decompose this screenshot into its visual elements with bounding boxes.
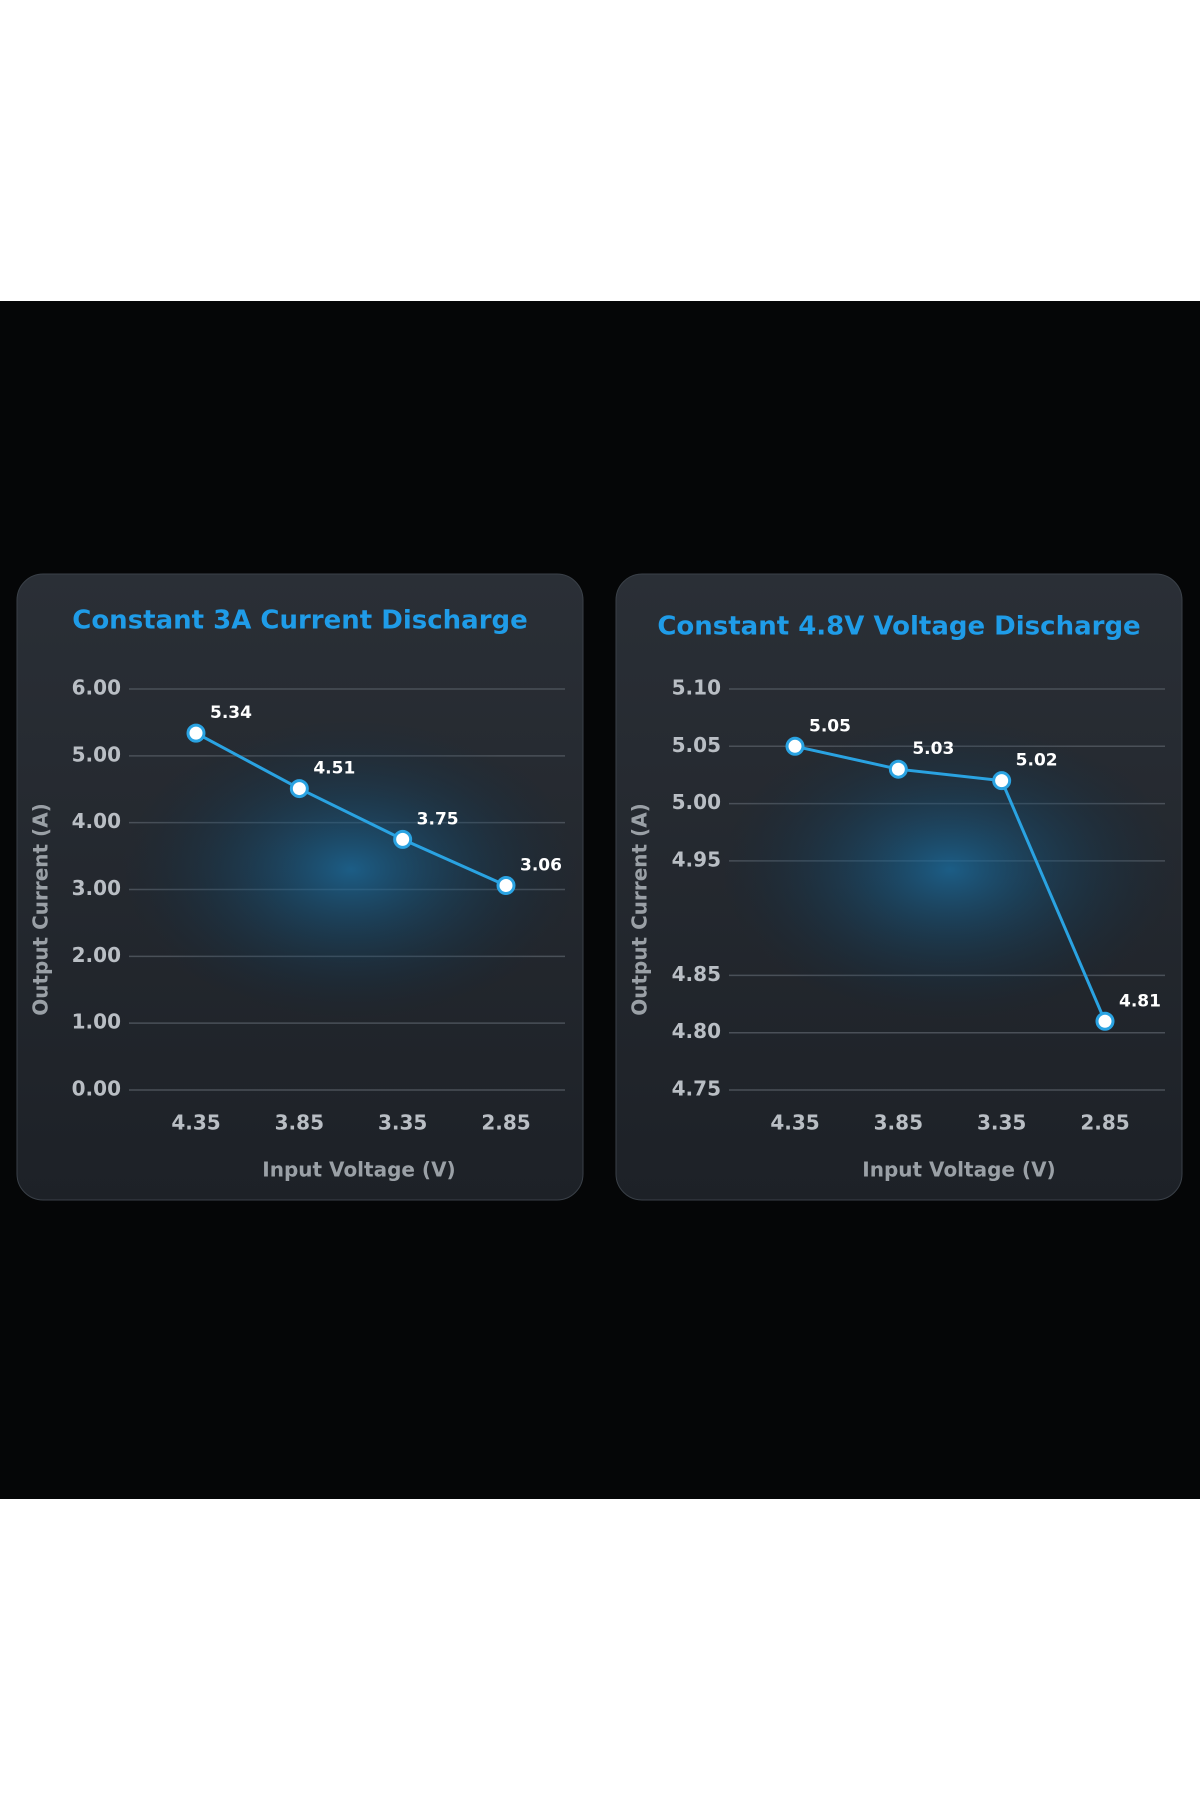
x-tick-label: 3.85 [874,1111,923,1135]
x-tick-label: 2.85 [1080,1111,1129,1135]
line [794,744,1107,1022]
value-label: 5.05 [809,716,851,736]
y-axis-label: Output Current (A) [29,803,53,1016]
point [496,875,516,895]
value-label: 5.02 [1016,751,1058,771]
value-label: 5.34 [210,703,252,723]
value-label: 4.81 [1119,991,1161,1011]
point [992,771,1012,791]
y-tick-label: 5.10 [672,676,721,700]
value-label: 4.51 [313,759,355,779]
y-tick-label: 5.00 [72,742,121,766]
value-label: 3.75 [417,809,459,829]
value-label: 3.06 [520,855,562,875]
x-tick-label: 4.35 [171,1111,220,1135]
chart-title: Constant 4.8V Voltage Discharge [657,612,1140,642]
glow [121,719,581,1020]
x-axis-label: Input Voltage (V) [262,1158,455,1182]
point [186,723,206,743]
x-tick-label: 4.35 [770,1111,819,1135]
point [785,736,805,756]
line [195,731,507,887]
y-tick-label: 1.00 [72,1010,121,1034]
glow [720,719,1180,1020]
y-tick-label: 6.00 [72,676,121,700]
x-tick-label: 3.35 [977,1111,1026,1135]
y-tick-label: 5.05 [672,733,721,757]
y-tick-label: 0.00 [72,1077,121,1101]
y-tick-label: 2.00 [72,943,121,967]
y-tick-label: 4.80 [672,1019,721,1043]
y-axis-label: Output Current (A) [628,803,652,1016]
chart-title: Constant 3A Current Discharge [72,606,528,636]
y-tick-label: 4.00 [72,809,121,833]
y-tick-label: 3.00 [72,876,121,900]
x-tick-label: 3.85 [275,1111,324,1135]
value-label: 5.03 [912,739,954,759]
y-tick-label: 4.75 [672,1077,721,1101]
point [393,829,413,849]
point [289,779,309,799]
x-tick-label: 3.35 [378,1111,427,1135]
y-tick-label: 5.00 [672,790,721,814]
y-tick-label: 4.85 [672,962,721,986]
y-tick-label: 4.95 [672,847,721,871]
point [888,759,908,779]
x-tick-label: 2.85 [481,1111,530,1135]
x-axis-label: Input Voltage (V) [862,1158,1055,1182]
point [1095,1011,1115,1031]
